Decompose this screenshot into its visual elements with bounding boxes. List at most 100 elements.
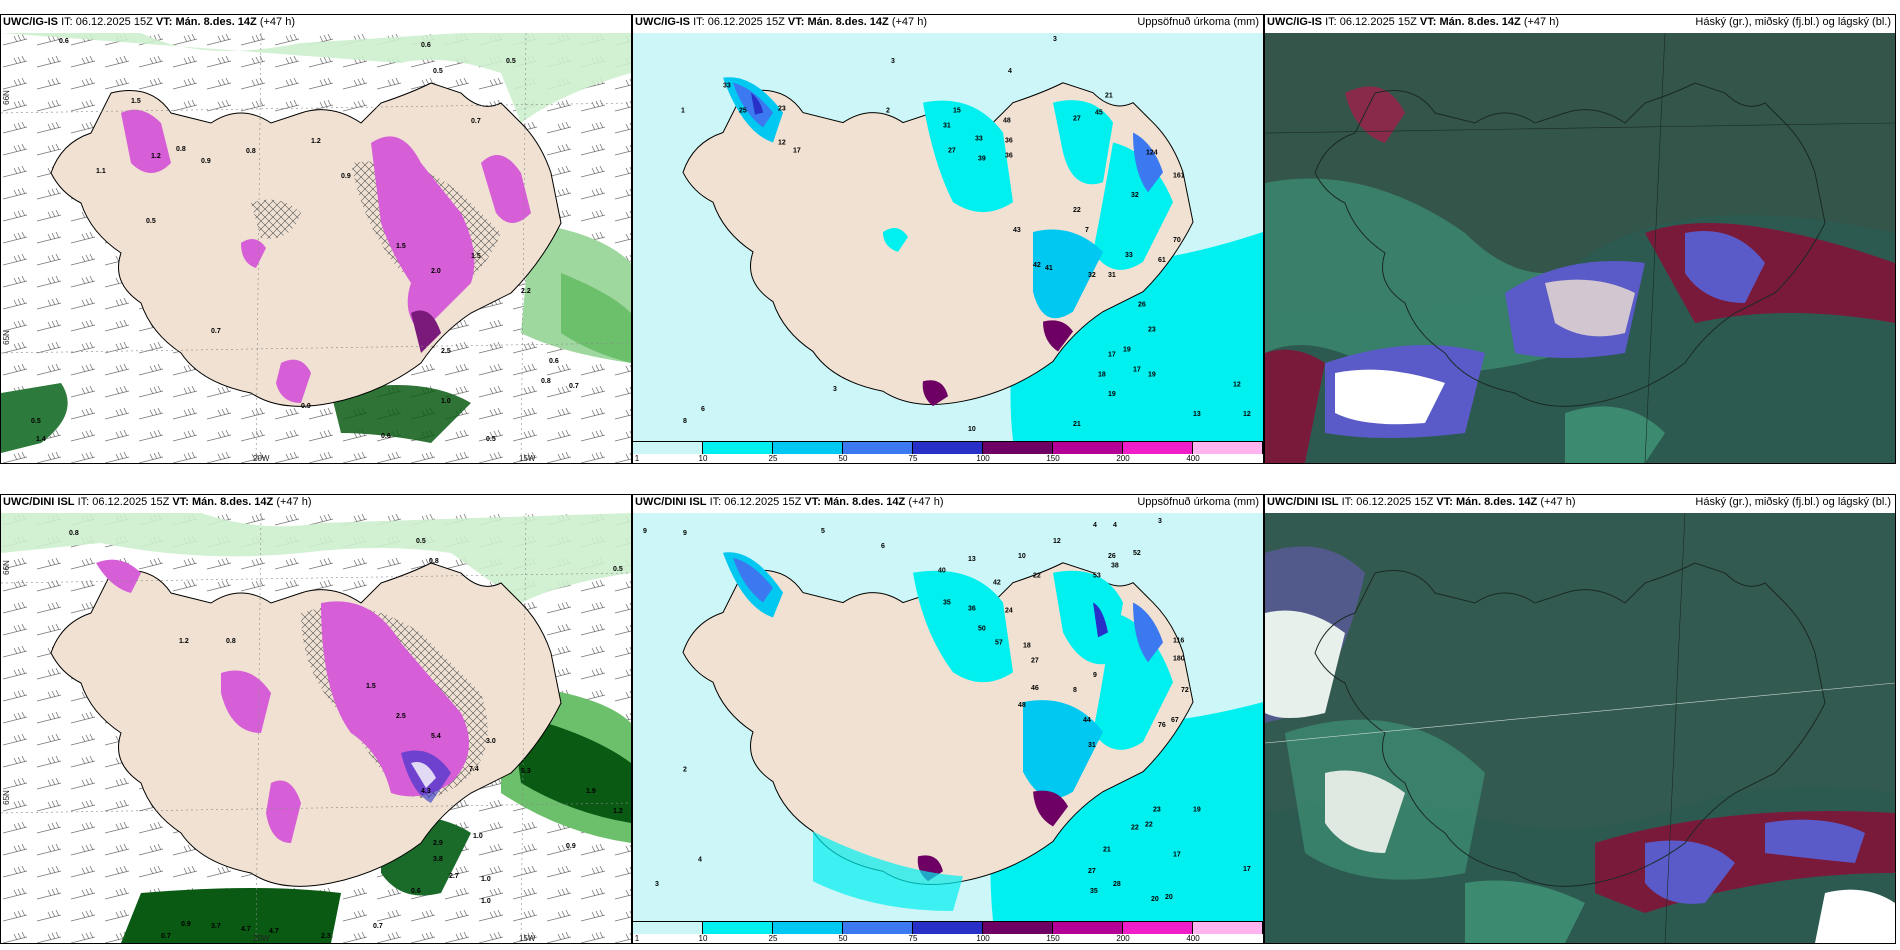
value-label: 23 — [1153, 807, 1161, 814]
colorbar-tick: 1 — [634, 454, 640, 463]
panel-variable-title: Háský (gr.), miðský (fj.bl.) og lágský (… — [1695, 496, 1891, 508]
value-label: 50 — [978, 625, 986, 632]
map-area — [1265, 33, 1895, 463]
it-value: 06.12.2025 15Z — [1356, 496, 1434, 508]
value-label: 1.0 — [481, 876, 491, 883]
panel-title: UWC/IG-IS IT: 06.12.2025 15Z VT: Mán. 8.… — [3, 16, 295, 28]
it-label: IT: — [693, 16, 705, 28]
value-label: 1.2 — [179, 638, 189, 645]
value-label: 4 — [698, 856, 702, 863]
value-label: 0.9 — [181, 921, 191, 928]
precip-map: 3 4 3 33 1 25 23 12 17 2 15 31 33 36 48 … — [633, 33, 1263, 441]
value-label: 19 — [1123, 346, 1131, 353]
cloud-map — [1265, 33, 1895, 463]
colorbar-swatch — [843, 442, 913, 454]
panel-title: UWC/IG-IS IT: 06.12.2025 15Z VT: Mán. 8.… — [1267, 16, 1559, 28]
value-label: 9 — [1093, 672, 1097, 679]
value-label: 22 — [1145, 821, 1153, 828]
value-label: 22 — [1033, 573, 1041, 580]
value-label: 26 — [1138, 302, 1146, 309]
colorbar-swatch — [633, 442, 703, 454]
value-label: 1.0 — [481, 898, 491, 905]
value-label: 43 — [1013, 227, 1021, 234]
value-label: 1.5 — [131, 98, 141, 105]
value-label: 6 — [881, 543, 885, 550]
value-label: 20 — [1165, 894, 1173, 901]
map-area: 0.6 0.6 0.5 0.7 1.5 1.2 0.9 1.2 0.8 0.8 … — [1, 33, 631, 463]
value-label: 19 — [1108, 391, 1116, 398]
cloud-map — [1265, 513, 1895, 943]
lead-time: (+47 h) — [1523, 16, 1559, 28]
value-label: 21 — [1103, 846, 1111, 853]
value-label: 28 — [1113, 881, 1121, 888]
it-label: IT: — [709, 496, 722, 508]
value-label: 0.8 — [69, 530, 79, 537]
value-label: 70 — [1173, 237, 1181, 244]
value-label: 42 — [993, 580, 1001, 587]
colorbar-tick: 25 — [768, 934, 778, 943]
value-labels: 0.8 0.5 0.8 0.5 1.2 0.8 1.5 2.5 3.0 5.4 … — [69, 530, 623, 940]
value-label: 76 — [1158, 722, 1166, 729]
value-label: 31 — [943, 123, 951, 130]
colorbar-swatch — [913, 922, 983, 934]
colorbar-swatch — [983, 922, 1053, 934]
colorbar-swatches — [633, 441, 1263, 454]
colorbar-tick: 100 — [976, 934, 990, 943]
value-label: 3 — [891, 58, 895, 65]
value-label: 0.7 — [161, 933, 171, 940]
colorbar-swatch — [1193, 442, 1263, 454]
colorbar-ticks: 1 10 25 50 75 100 150 200 400 — [633, 934, 1263, 943]
value-label: 3 — [833, 386, 837, 393]
value-label: 10 — [968, 426, 976, 433]
value-label: 5.3 — [521, 768, 531, 775]
it-label: IT: — [1341, 496, 1354, 508]
value-label: 21 — [1073, 421, 1081, 428]
panel-top-middle: UWC/IG-IS IT: 06.12.2025 15Z VT: Mán. 8.… — [632, 14, 1264, 464]
value-label: 12 — [1053, 538, 1061, 545]
colorbar-swatch — [1123, 922, 1193, 934]
vt-label: VT: — [1436, 496, 1453, 508]
map-area: 0.8 0.5 0.8 0.5 1.2 0.8 1.5 2.5 3.0 5.4 … — [1, 513, 631, 943]
it-value: 06.12.2025 15Z — [92, 496, 170, 508]
value-label: 52 — [1133, 550, 1141, 557]
value-label: 17 — [1173, 851, 1181, 858]
value-label: 39 — [978, 155, 986, 162]
colorbar-swatch — [703, 922, 773, 934]
value-label: 0.6 — [59, 38, 69, 45]
value-label: 1.5 — [471, 253, 481, 260]
value-label: 12 — [778, 139, 786, 146]
value-label: 12 — [1233, 381, 1241, 388]
it-label: IT: — [1325, 16, 1337, 28]
value-label: 0.8 — [429, 558, 439, 565]
value-label: 0.8 — [541, 378, 551, 385]
value-label: 0.9 — [566, 843, 576, 850]
value-label: 0.8 — [226, 638, 236, 645]
value-label: 2.5 — [396, 713, 406, 720]
lat-label: 65N — [1, 790, 11, 805]
panel-top-left: UWC/IG-IS IT: 06.12.2025 15Z VT: Mán. 8.… — [0, 14, 632, 464]
value-labels: 9 9 5 6 4 4 3 12 38 52 26 53 10 22 13 35… — [643, 518, 1251, 903]
colorbar-swatch — [913, 442, 983, 454]
value-label: 2 — [886, 108, 890, 115]
value-label: 0.6 — [421, 42, 431, 49]
panel-title: UWC/DINI ISL IT: 06.12.2025 15Z VT: Mán.… — [3, 496, 312, 508]
value-label: 57 — [995, 639, 1003, 646]
colorbar-tick: 400 — [1186, 934, 1200, 943]
panel-title: UWC/DINI ISL IT: 06.12.2025 15Z VT: Mán.… — [635, 496, 944, 508]
value-label: 180 — [1173, 655, 1185, 662]
value-label: 67 — [1171, 717, 1179, 724]
vt-label: VT: — [172, 496, 189, 508]
colorbar: 1 10 25 50 75 100 150 200 400 — [633, 921, 1263, 943]
value-label: 2.3 — [321, 933, 331, 940]
lon-label: 20W — [253, 934, 270, 943]
vt-label: VT: — [787, 16, 805, 28]
value-label: 48 — [1018, 702, 1026, 709]
lead-time: (+47 h) — [259, 16, 295, 28]
it-label: IT: — [77, 496, 90, 508]
panel-variable-title: Uppsöfnuð úrkoma (mm) — [1137, 496, 1259, 508]
lon-label: 15W — [519, 934, 536, 943]
panel-top-right: UWC/IG-IS IT: 06.12.2025 15Z VT: Mán. 8.… — [1264, 14, 1896, 464]
panel-bottom-right: UWC/DINI ISL IT: 06.12.2025 15Z VT: Mán.… — [1264, 494, 1896, 944]
value-label: 0.6 — [381, 433, 391, 440]
value-label: 17 — [1133, 366, 1141, 373]
